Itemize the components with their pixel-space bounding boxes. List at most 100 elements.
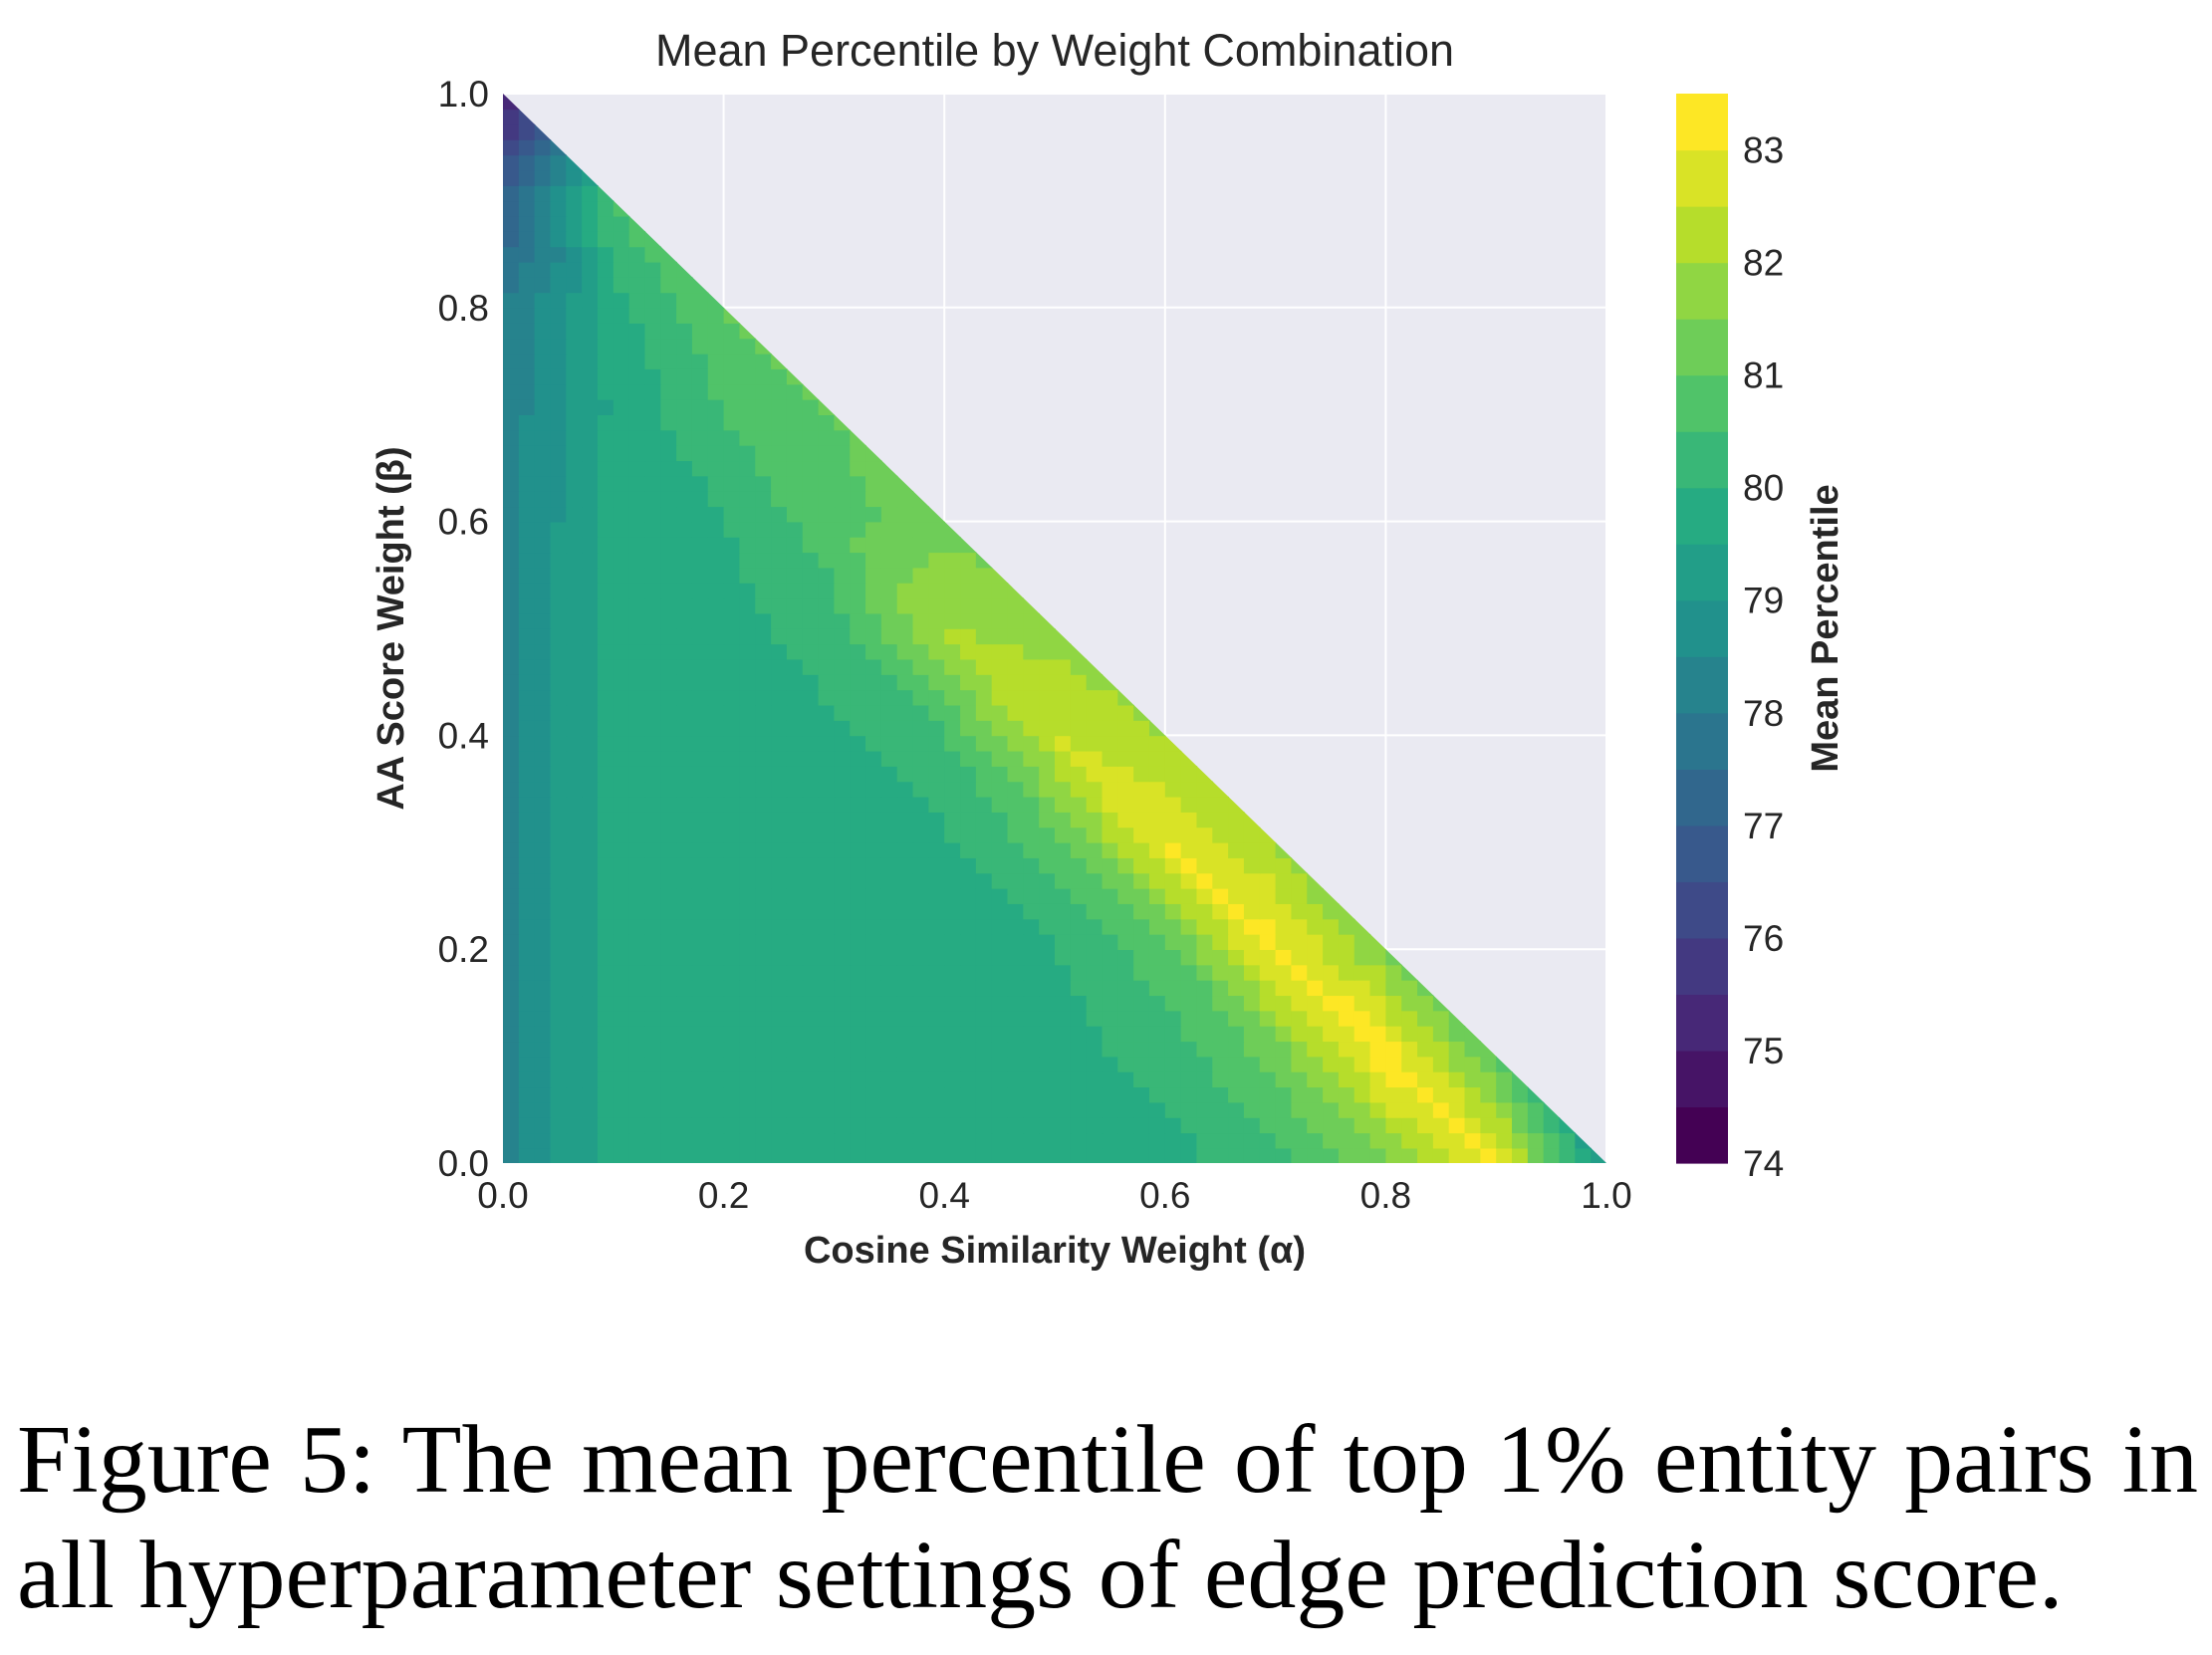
contour-cell	[896, 1116, 914, 1134]
contour-cell	[503, 1041, 520, 1058]
contour-cell	[676, 1010, 693, 1027]
contour-cell	[1385, 1041, 1403, 1058]
contour-cell	[566, 231, 583, 248]
contour-cell	[1133, 1147, 1150, 1163]
contour-cell	[660, 338, 677, 355]
contour-cell	[834, 475, 852, 492]
contour-cell	[566, 307, 583, 324]
x-tick-label: 0.6	[1139, 1175, 1190, 1216]
contour-cell	[550, 949, 568, 966]
contour-cell	[1007, 812, 1025, 828]
contour-cell	[550, 231, 568, 248]
contour-cell	[818, 628, 836, 645]
contour-cell	[707, 995, 725, 1012]
contour-cell	[1164, 1132, 1182, 1149]
contour-cell	[802, 643, 820, 660]
contour-cell	[660, 674, 677, 691]
contour-cell	[818, 827, 836, 843]
contour-cell	[628, 475, 646, 492]
contour-cell	[771, 398, 788, 415]
contour-cell	[597, 353, 614, 369]
contour-cell	[1338, 1147, 1355, 1163]
contour-cell	[834, 857, 852, 874]
contour-cell	[1148, 1132, 1166, 1149]
contour-cell	[755, 429, 772, 446]
contour-cell	[834, 597, 852, 614]
contour-cell	[534, 414, 552, 431]
contour-cell	[739, 704, 757, 721]
contour-cell	[1275, 857, 1293, 874]
contour-cell	[644, 475, 662, 492]
contour-cell	[582, 1025, 599, 1043]
contour-cell	[1039, 1132, 1056, 1149]
contour-cell	[628, 857, 646, 874]
contour-cell	[644, 720, 662, 737]
contour-cell	[597, 841, 614, 858]
contour-cell	[644, 338, 662, 355]
contour-cell	[1275, 1070, 1293, 1088]
contour-cell	[518, 261, 536, 278]
contour-cell	[1338, 1025, 1355, 1043]
contour-cell	[960, 750, 977, 767]
contour-cell	[1338, 1010, 1355, 1027]
contour-cell	[503, 872, 520, 889]
contour-cell	[566, 506, 583, 523]
contour-cell	[739, 1086, 757, 1103]
contour-cell	[880, 750, 898, 767]
contour-cell	[850, 460, 866, 477]
contour-cell	[691, 841, 709, 858]
contour-cell	[597, 1056, 614, 1072]
contour-cell	[582, 964, 599, 981]
contour-cell	[771, 521, 788, 538]
contour-cell	[1007, 643, 1025, 660]
contour-cell	[960, 567, 977, 584]
contour-cell	[518, 567, 536, 584]
contour-cell	[1480, 1056, 1497, 1072]
contour-cell	[771, 1132, 788, 1149]
contour-cell	[660, 812, 677, 828]
x-tick-label: 0.4	[918, 1175, 969, 1216]
contour-cell	[676, 292, 693, 309]
contour-cell	[1117, 1116, 1134, 1134]
contour-cell	[534, 1147, 552, 1163]
contour-cell	[1307, 1147, 1324, 1163]
contour-cell	[644, 704, 662, 721]
contour-cell	[975, 689, 993, 706]
contour-cell	[880, 903, 898, 920]
contour-cell	[1023, 750, 1040, 767]
contour-cell	[676, 918, 693, 935]
contour-cell	[912, 1147, 930, 1163]
contour-cell	[786, 995, 804, 1012]
contour-cell	[518, 1086, 536, 1103]
contour-cell	[1417, 1086, 1434, 1103]
contour-cell	[534, 597, 552, 614]
contour-cell	[1196, 872, 1214, 889]
contour-cell	[912, 827, 930, 843]
contour-cell	[1323, 1101, 1340, 1118]
contour-cell	[975, 582, 993, 599]
contour-cell	[975, 841, 993, 858]
contour-cell	[723, 1147, 741, 1163]
contour-cell	[1102, 796, 1119, 813]
contour-cell	[739, 475, 757, 492]
contour-cell	[755, 1056, 772, 1072]
contour-cell	[1212, 1132, 1229, 1149]
contour-cell	[518, 582, 536, 599]
contour-cell	[928, 933, 945, 950]
contour-cell	[644, 949, 662, 966]
contour-cell	[1291, 1147, 1309, 1163]
contour-cell	[960, 597, 977, 614]
contour-cell	[676, 1041, 693, 1058]
contour-cell	[1212, 857, 1229, 874]
contour-cell	[644, 521, 662, 538]
contour-cell	[503, 582, 520, 599]
contour-cell	[912, 521, 930, 538]
contour-cell	[723, 750, 741, 767]
contour-cell	[613, 353, 630, 369]
contour-cell	[707, 796, 725, 813]
contour-cell	[550, 536, 568, 554]
contour-cell	[786, 979, 804, 997]
contour-cell	[1401, 1025, 1418, 1043]
contour-cell	[896, 812, 914, 828]
contour-cell	[534, 1056, 552, 1072]
